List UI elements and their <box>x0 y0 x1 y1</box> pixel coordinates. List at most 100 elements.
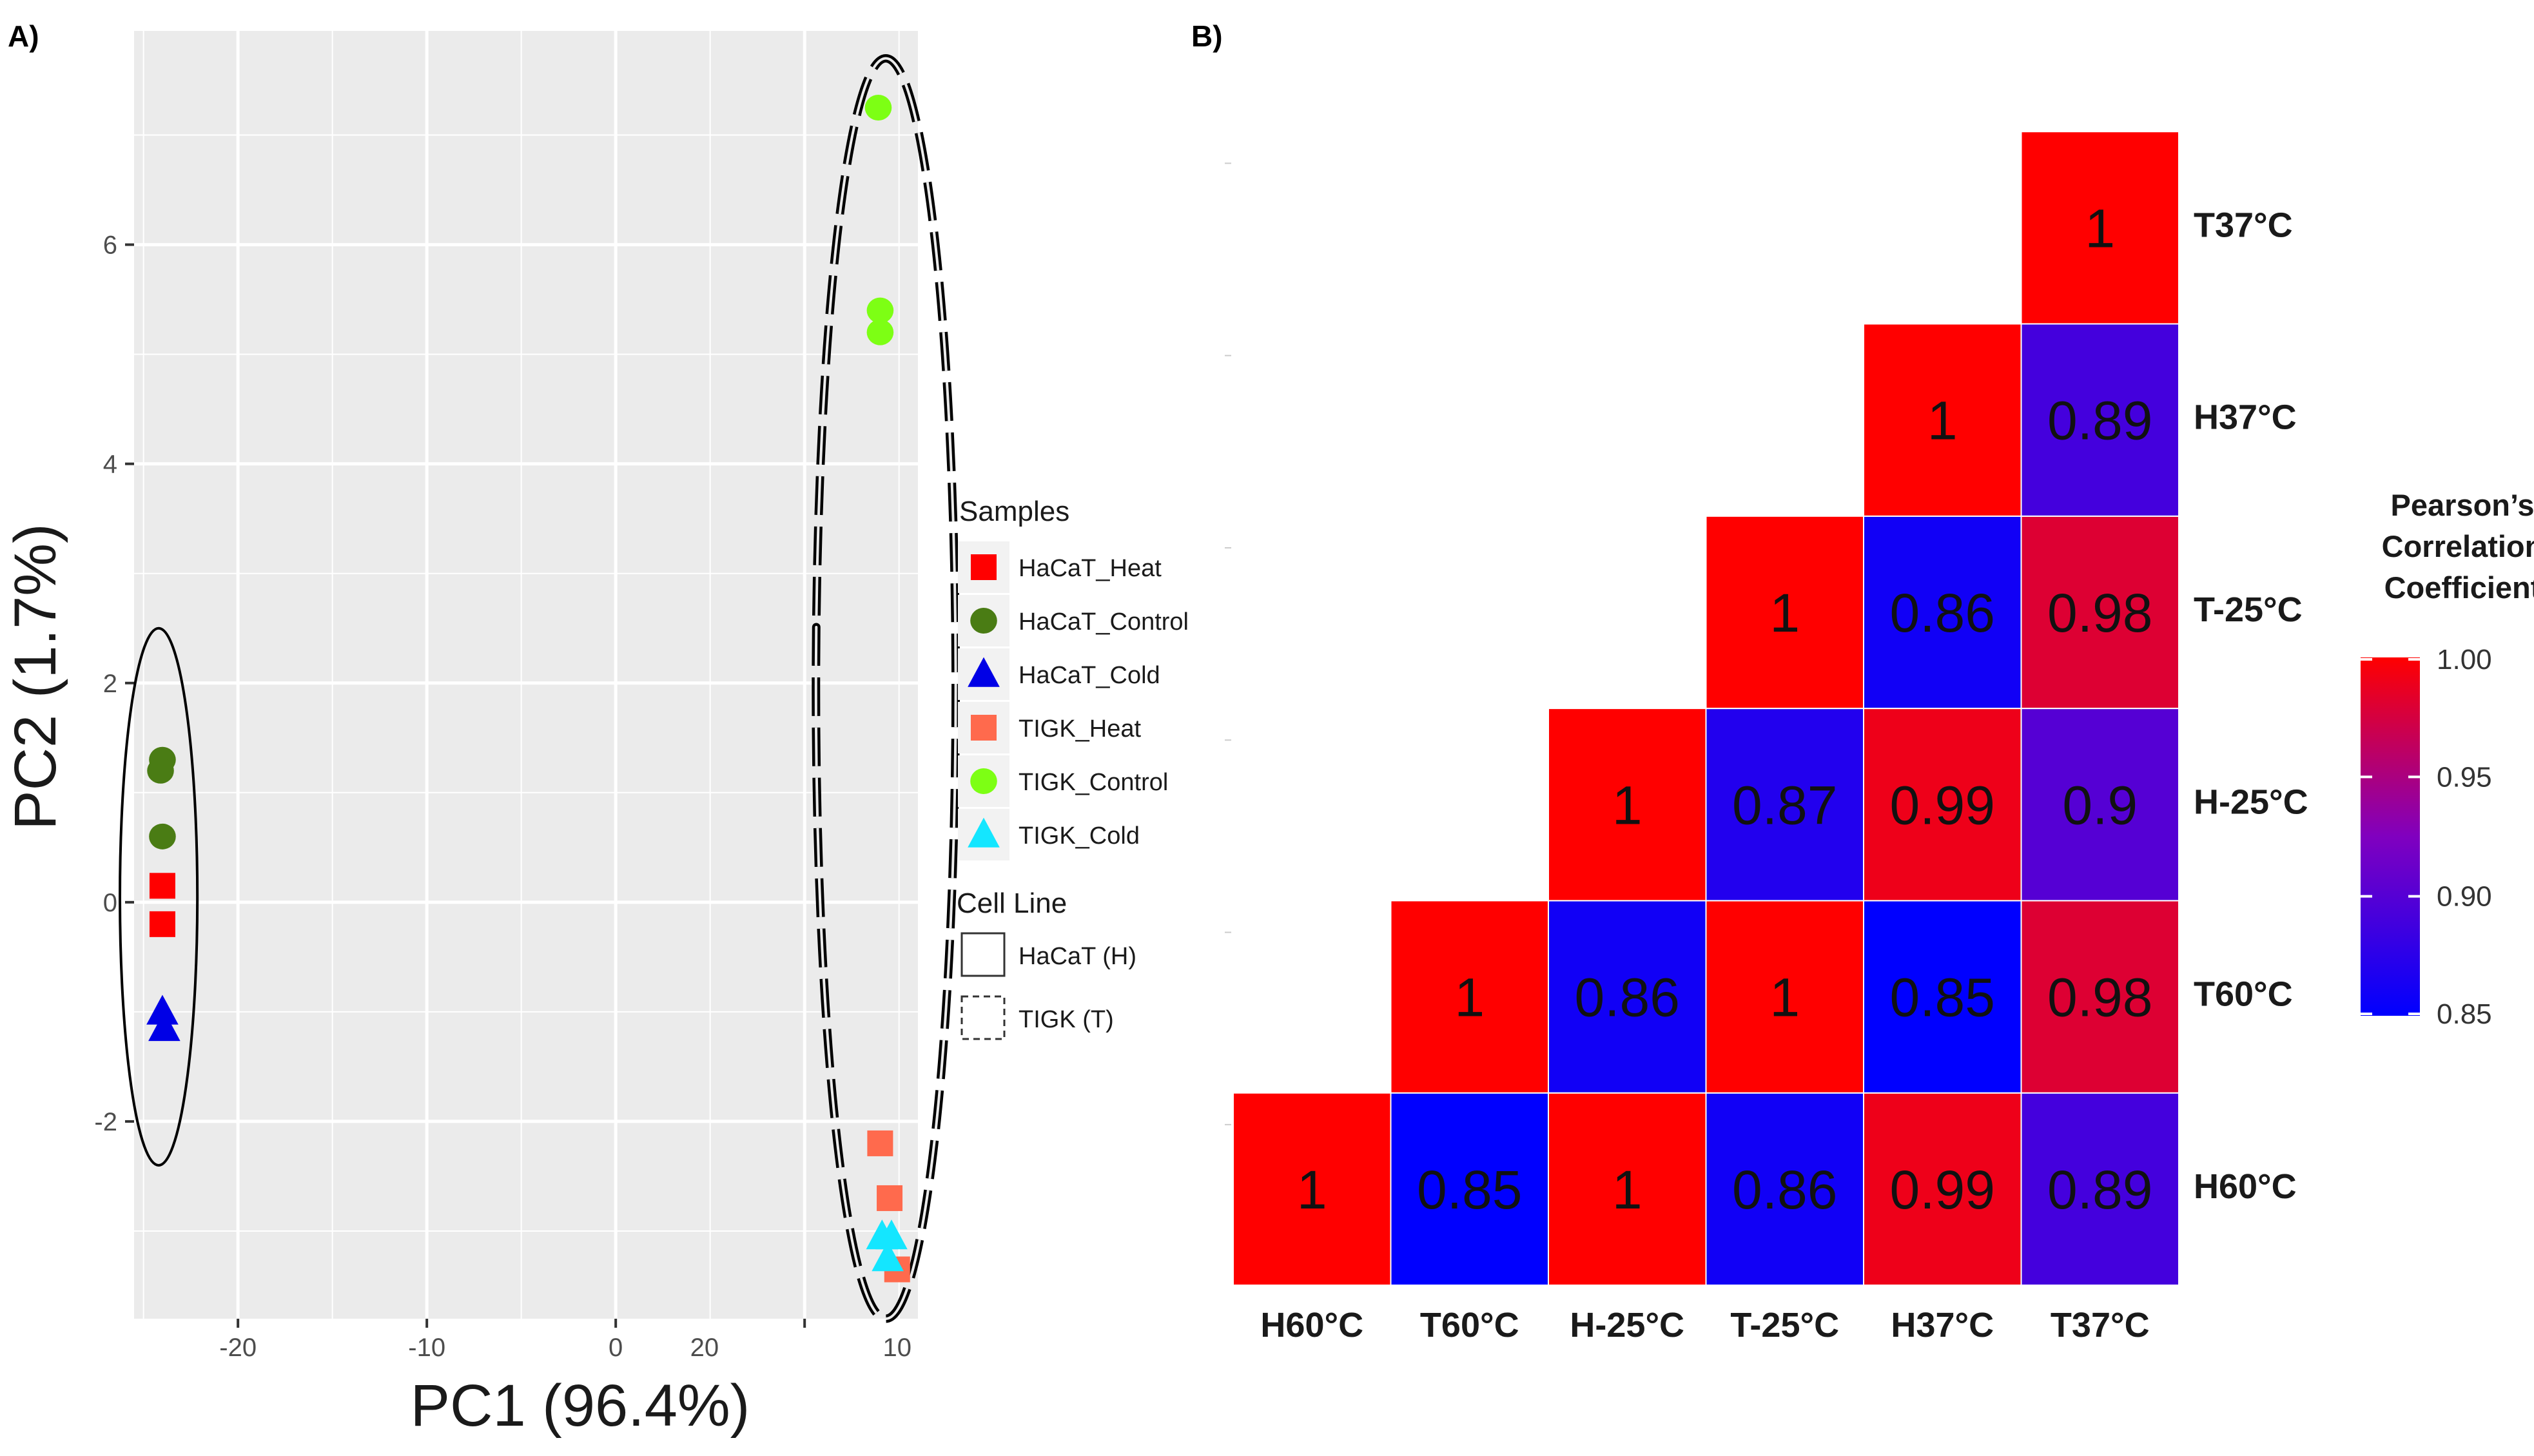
point-HaCaT_Control-2 <box>149 823 176 849</box>
point-HaCaT_Control-1 <box>147 757 174 784</box>
heatmap-value-H37°C-H-25°C: 0.99 <box>1890 775 1996 835</box>
heatmap-value-T37°C-T37°C: 1 <box>2085 198 2115 258</box>
heatmap-cell-T37°C-H60°C <box>2020 1092 2179 1286</box>
heatmap-cell-labels: 1 0.85 1 0.86 0.99 0.89 1 0.86 1 0.85 0.98 1 0.87 0.9… <box>1297 198 2153 1220</box>
cbar-tick-label-2: 0.90 <box>2437 881 2492 913</box>
pca-x-ticks: -20 -10 0 20 10 <box>219 1319 911 1362</box>
heatmap-value-T37°C-H-25°C: 0.9 <box>2062 775 2138 835</box>
heatmap-y-label-4: H37°C <box>2194 398 2297 437</box>
heatmap-value-H60°C-H60°C: 1 <box>1297 1160 1327 1220</box>
legend-samples-title: Samples <box>959 496 1069 527</box>
heatmap-cell-H-25°C-T60°C <box>1548 900 1707 1094</box>
heatmap-value-T-25°C-T60°C: 1 <box>1769 967 1800 1028</box>
heatmap-cell-T37°C-T37°C <box>2020 131 2179 325</box>
y-tick-label-0: -2 <box>94 1108 117 1136</box>
heatmap-value-T60°C-H60°C: 0.85 <box>1417 1160 1523 1220</box>
heatmap-value-H37°C-T60°C: 0.85 <box>1890 967 1996 1028</box>
heatmap-x-label-2: H-25°C <box>1570 1306 1684 1344</box>
point-TIGK_Heat-0 <box>867 1130 893 1156</box>
heatmap-cell-H37°C-H37°C <box>1863 323 2022 517</box>
color-legend-title-line1: Pearson’s <box>2391 488 2534 522</box>
heatmap-value-T37°C-T60°C: 0.98 <box>2047 967 2153 1028</box>
cbar-tick-label-0: 1.00 <box>2437 644 2492 675</box>
heatmap-cell-T-25°C-T60°C <box>1705 900 1864 1094</box>
legend-key-HaCaT_Control <box>970 608 997 634</box>
legend-cell-key-1 <box>960 995 1006 1040</box>
heatmap-value-H37°C-H37°C: 1 <box>1927 391 1958 451</box>
correlation-heatmap: 1 0.85 1 0.86 0.99 0.89 1 0.86 1 0.85 0.98 1 0.87 0.9… <box>1225 131 2308 1344</box>
point-TIGK_Cold-2 <box>872 1241 904 1272</box>
x-tick-label-1: -10 <box>408 1334 445 1362</box>
heatmap-y-label-3: T-25°C <box>2194 590 2303 629</box>
point-HaCaT_Cold-0 <box>146 995 179 1025</box>
legend-cell-line-entries: HaCaT (H) TIGK (T) <box>960 932 1136 1040</box>
heatmap-value-T37°C-H37°C: 0.89 <box>2047 391 2153 451</box>
heatmap-x-label-0: H60°C <box>1260 1306 1363 1344</box>
heatmap-y-label-5: T37°C <box>2194 206 2293 244</box>
legend-cell-key-0 <box>960 932 1006 977</box>
x-tick-label-4: 10 <box>883 1334 912 1362</box>
pca-y-ticks: -2 0 2 4 6 <box>94 231 134 1136</box>
color-scale-bar <box>2361 657 2420 1016</box>
color-legend-title-line2: Correlation <box>2382 529 2534 563</box>
x-tick-label-2: 0 <box>609 1334 623 1362</box>
pca-points <box>146 95 910 1283</box>
point-HaCaT_Cold-1 <box>148 1011 180 1042</box>
legend-label-TIGK_Cold: TIGK_Cold <box>1018 822 1140 849</box>
point-TIGK_Control-2 <box>866 319 894 345</box>
legend-key-TIGK_Heat <box>971 715 997 741</box>
heatmap-y-label-1: T60°C <box>2194 975 2293 1014</box>
legend-key-TIGK_Control <box>970 768 997 794</box>
pca-x-axis-label: PC1 (96.4%) <box>411 1373 750 1439</box>
cbar-tick-label-1: 0.95 <box>2437 761 2492 793</box>
pca-legend: Samples HaCaT_Heat HaCaT_Control HaCaT_Col… <box>957 496 1189 1040</box>
heatmap-cell-T37°C-H-25°C <box>2020 708 2179 902</box>
heatmap-cells <box>1233 131 2179 1286</box>
pca-gridlines <box>134 31 918 1319</box>
heatmap-value-T-25°C-H60°C: 0.86 <box>1732 1160 1838 1220</box>
x-tick-label-3: 20 <box>690 1334 719 1362</box>
heatmap-value-T60°C-T60°C: 1 <box>1454 967 1485 1028</box>
heatmap-cell-H-25°C-H-25°C <box>1548 708 1707 902</box>
pca-y-axis-label: PC2 (1.7%) <box>3 523 68 830</box>
y-tick-label-3: 4 <box>103 451 117 479</box>
heatmap-left-ticks <box>1225 162 1231 1125</box>
legend-label-TIGK_Heat: TIGK_Heat <box>1018 715 1142 743</box>
heatmap-value-H-25°C-T60°C: 0.86 <box>1575 967 1681 1028</box>
point-HaCaT_Heat-0 <box>149 873 175 899</box>
y-tick-label-2: 2 <box>103 670 117 698</box>
point-HaCaT_Heat-1 <box>149 911 175 937</box>
ellipse-1-inner <box>814 57 957 1321</box>
heatmap-cell-T60°C-H60°C <box>1390 1092 1549 1286</box>
legend-cell-label-1: TIGK (T) <box>1018 1006 1114 1033</box>
heatmap-cell-T37°C-H37°C <box>2020 323 2179 517</box>
heatmap-cell-T-25°C-H60°C <box>1705 1092 1864 1286</box>
heatmap-cell-T-25°C-T-25°C <box>1705 515 1864 710</box>
cbar-tick-label-3: 0.85 <box>2437 998 2492 1030</box>
heatmap-value-T-25°C-T-25°C: 1 <box>1769 583 1800 643</box>
legend-label-HaCaT_Control: HaCaT_Control <box>1018 608 1189 636</box>
heatmap-y-label-0: H60°C <box>2194 1167 2297 1206</box>
heatmap-value-H37°C-T-25°C: 0.86 <box>1890 583 1996 643</box>
heatmap-cell-H37°C-T-25°C <box>1863 515 2022 710</box>
panel-a-label: A) <box>8 19 39 53</box>
ellipse-0 <box>119 626 199 1167</box>
pca-confidence-ellipses <box>119 54 960 1323</box>
heatmap-value-T37°C-H60°C: 0.89 <box>2047 1160 2153 1220</box>
heatmap-value-H-25°C-H60°C: 1 <box>1612 1160 1642 1220</box>
point-TIGK_Cold-1 <box>875 1219 908 1250</box>
legend-cell-label-0: HaCaT (H) <box>1018 943 1136 970</box>
legend-key-HaCaT_Heat <box>971 554 997 580</box>
x-tick-label-0: -20 <box>219 1334 257 1362</box>
heatmap-x-labels: H60°C T60°C H-25°C T-25°C H37°C T37°C <box>1260 1306 2149 1344</box>
color-scale-legend: Pearson’s Correlation Coefficient 1.00 0.… <box>2361 488 2534 1030</box>
heatmap-value-H-25°C-H-25°C: 1 <box>1612 775 1642 835</box>
heatmap-y-labels: H60°C T60°C H-25°C T-25°C H37°C T37°C <box>2194 206 2308 1206</box>
color-scale-ticks: 1.00 0.95 0.90 0.85 <box>2361 644 2492 1030</box>
point-TIGK_Control-0 <box>864 95 892 121</box>
heatmap-value-H37°C-H60°C: 0.99 <box>1890 1160 1996 1220</box>
heatmap-cell-T37°C-T60°C <box>2020 900 2179 1094</box>
legend-label-HaCaT_Cold: HaCaT_Cold <box>1018 662 1160 689</box>
y-tick-label-1: 0 <box>103 889 117 917</box>
